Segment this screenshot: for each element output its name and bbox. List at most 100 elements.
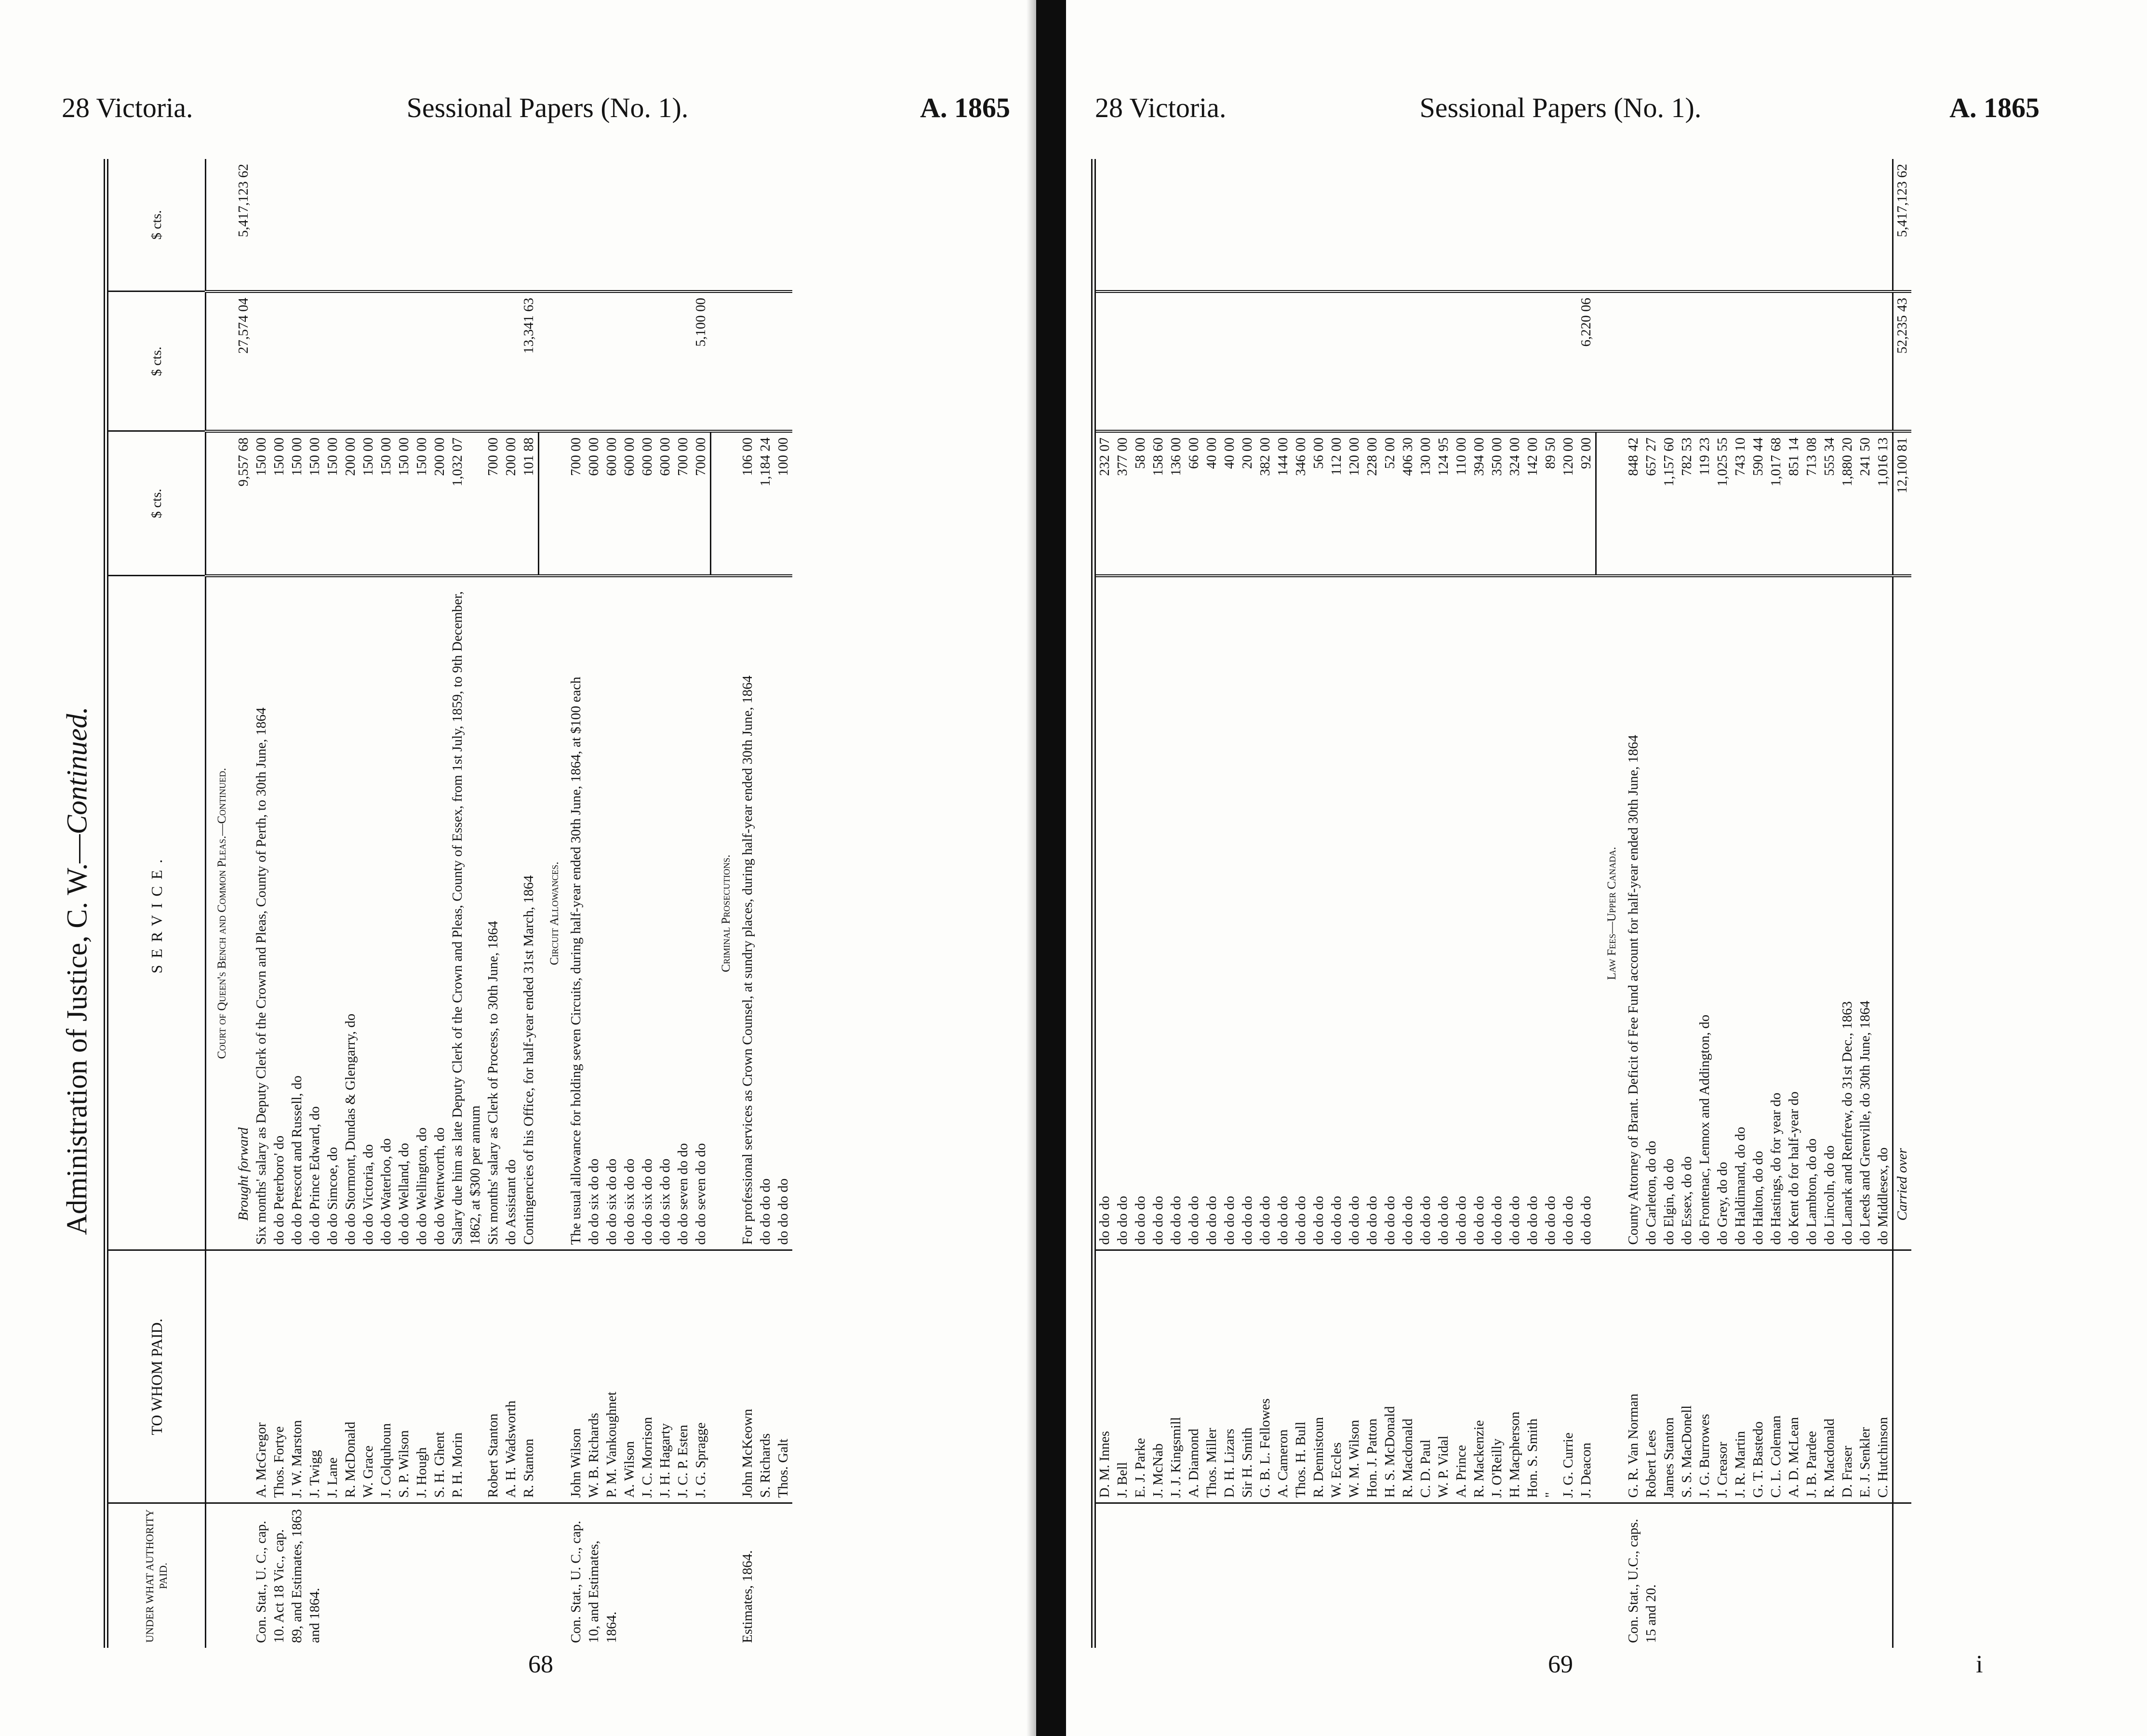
amount: 346 00: [1292, 431, 1310, 576]
ledger-row: Thos. Miller do do do 40 00: [1203, 159, 1221, 1648]
empty-cell: [235, 1503, 253, 1648]
empty-cell: [1274, 292, 1292, 431]
empty-cell: [1346, 159, 1363, 292]
payee: W. M. Wilson: [1346, 1250, 1363, 1503]
service: do do do: [1328, 576, 1346, 1250]
ledger-row: S. S. MacDonell do Essex, do do 782 53: [1678, 159, 1696, 1648]
ledger-row: J. J. Kingsmill do do do 136 00: [1167, 159, 1185, 1648]
amount: 324 00: [1506, 431, 1524, 576]
empty-cell: [1596, 431, 1625, 576]
ledger-row: A. Cameron do do do 144 00: [1274, 159, 1292, 1648]
empty-cell: [757, 159, 774, 292]
ledger-row: J. McNab do do do 158 60: [1149, 159, 1167, 1648]
amount: 1,880 20: [1838, 431, 1856, 576]
empty-cell: [656, 159, 674, 292]
ledger-row: C. L. Coleman do Hastings, do for year do…: [1767, 159, 1785, 1648]
section-heading: Court of Queen's Bench and Common Pleas.…: [205, 576, 235, 1250]
amount: 600 00: [638, 431, 656, 576]
ledger-row: Hon. J. Patton do do do 228 00: [1363, 159, 1381, 1648]
service: do do do: [1239, 576, 1256, 1250]
service: do do six do do: [638, 576, 656, 1250]
payee: J. Creasor: [1713, 1250, 1732, 1503]
ledger-row: J. W. Marston do do Prescott and Russell,…: [288, 159, 306, 1648]
empty-cell: [1660, 292, 1678, 431]
empty-cell: [1417, 292, 1435, 431]
empty-cell: [656, 292, 674, 431]
empty-cell: [538, 1250, 567, 1503]
payee: Thos. H. Bull: [1292, 1250, 1310, 1503]
empty-cell: [1256, 159, 1274, 292]
amount: 700 00: [567, 431, 585, 576]
empty-cell: [306, 292, 324, 431]
column-header: UNDER WHAT AUTHORITY PAID.: [106, 1503, 206, 1648]
empty-cell: [395, 292, 413, 431]
empty-cell: [1149, 159, 1167, 292]
year-label: A. 1865: [1949, 92, 2040, 123]
empty-cell: [1094, 1503, 1596, 1648]
service: do do Wentworth, do: [431, 576, 449, 1250]
page-number: 68: [528, 1651, 553, 1678]
ledger-row: Estimates, 1864. John McKeown For professi…: [739, 159, 792, 1648]
payee: Robert Lees: [1642, 1250, 1660, 1503]
ledger-row: G. T. Bastedo do Halton, do do 590 44: [1749, 159, 1767, 1648]
amount: 150 00: [395, 431, 413, 576]
ledger-row: P. H. Morin Salary due him as late Deputy…: [449, 159, 484, 1648]
payee: J. R. Martin: [1731, 1250, 1749, 1503]
empty-cell: [1803, 159, 1821, 292]
amount: 150 00: [288, 431, 306, 576]
amount: 1,016 13: [1874, 431, 1893, 576]
empty-cell: [1596, 292, 1625, 431]
empty-cell: [585, 159, 603, 292]
ledger-row: R. McDonald do do Stormont, Dundas & Glen…: [342, 159, 360, 1648]
ledger-row: E. J. Senkler do Leeds and Grenville, do …: [1856, 159, 1874, 1648]
service: do do do: [1292, 576, 1310, 1250]
empty-cell: [206, 159, 235, 292]
empty-cell: [413, 292, 431, 431]
empty-cell: [567, 292, 585, 431]
empty-cell: [1731, 292, 1749, 431]
empty-cell: [1596, 1503, 1625, 1648]
header-row: UNDER WHAT AUTHORITY PAID. TO WHOM PAID. S…: [106, 159, 206, 1648]
payee: A. Diamond: [1185, 1250, 1203, 1503]
empty-cell: [1767, 159, 1785, 292]
table-body: D. M. Innes do do do 232 07 J. Bell do do do…: [1094, 159, 1911, 1648]
amount: 110 00: [1453, 431, 1470, 576]
empty-cell: [1114, 292, 1132, 431]
ledger-row: W. M. Wilson do do do 120 00: [1346, 159, 1363, 1648]
ledger-row: G. B. L. Fellowes do do do 382 00: [1256, 159, 1274, 1648]
empty-cell: [1874, 159, 1893, 292]
payee: J. B. Pardee: [1802, 1250, 1821, 1503]
amount: 600 00: [656, 431, 674, 576]
amount: 394 00: [1470, 431, 1488, 576]
service: do do do: [1435, 576, 1453, 1250]
ledger-row: D. M. Innes do do do 232 07: [1094, 159, 1596, 1648]
empty-cell: [1542, 159, 1560, 292]
empty-cell: [1506, 292, 1524, 431]
service: do Frontenac, Lennox and Addington, do: [1695, 576, 1714, 1250]
payee: Thos. Fortye: [270, 1250, 288, 1503]
empty-cell: [1577, 159, 1596, 292]
empty-cell: [674, 292, 692, 431]
service: do do seven do do: [674, 576, 692, 1250]
empty-cell: [538, 1503, 567, 1648]
empty-cell: [1274, 159, 1292, 292]
empty-cell: [674, 159, 692, 292]
empty-cell: [710, 292, 739, 431]
empty-cell: [1363, 292, 1381, 431]
empty-cell: [1167, 292, 1185, 431]
amount: 406 30: [1399, 431, 1417, 576]
amount: 200 00: [502, 431, 520, 576]
empty-cell: [1596, 159, 1625, 292]
empty-cell: [774, 292, 792, 431]
empty-cell: [1221, 159, 1239, 292]
payee: W. B. Richards: [585, 1250, 603, 1503]
ledger-row: A. H. Wadsworth do Assistant do 200 00: [502, 159, 520, 1648]
running-title-italic: Continued.: [61, 706, 93, 835]
amount: 142 00: [1524, 431, 1542, 576]
payee: J. W. Marston: [288, 1250, 306, 1503]
payee: A. Prince: [1453, 1250, 1470, 1503]
empty-cell: [253, 292, 270, 431]
amount: 743 10: [1731, 431, 1749, 576]
publication-title: Sessional Papers (No. 1).: [1419, 92, 1702, 123]
empty-cell: [1893, 1503, 1911, 1648]
